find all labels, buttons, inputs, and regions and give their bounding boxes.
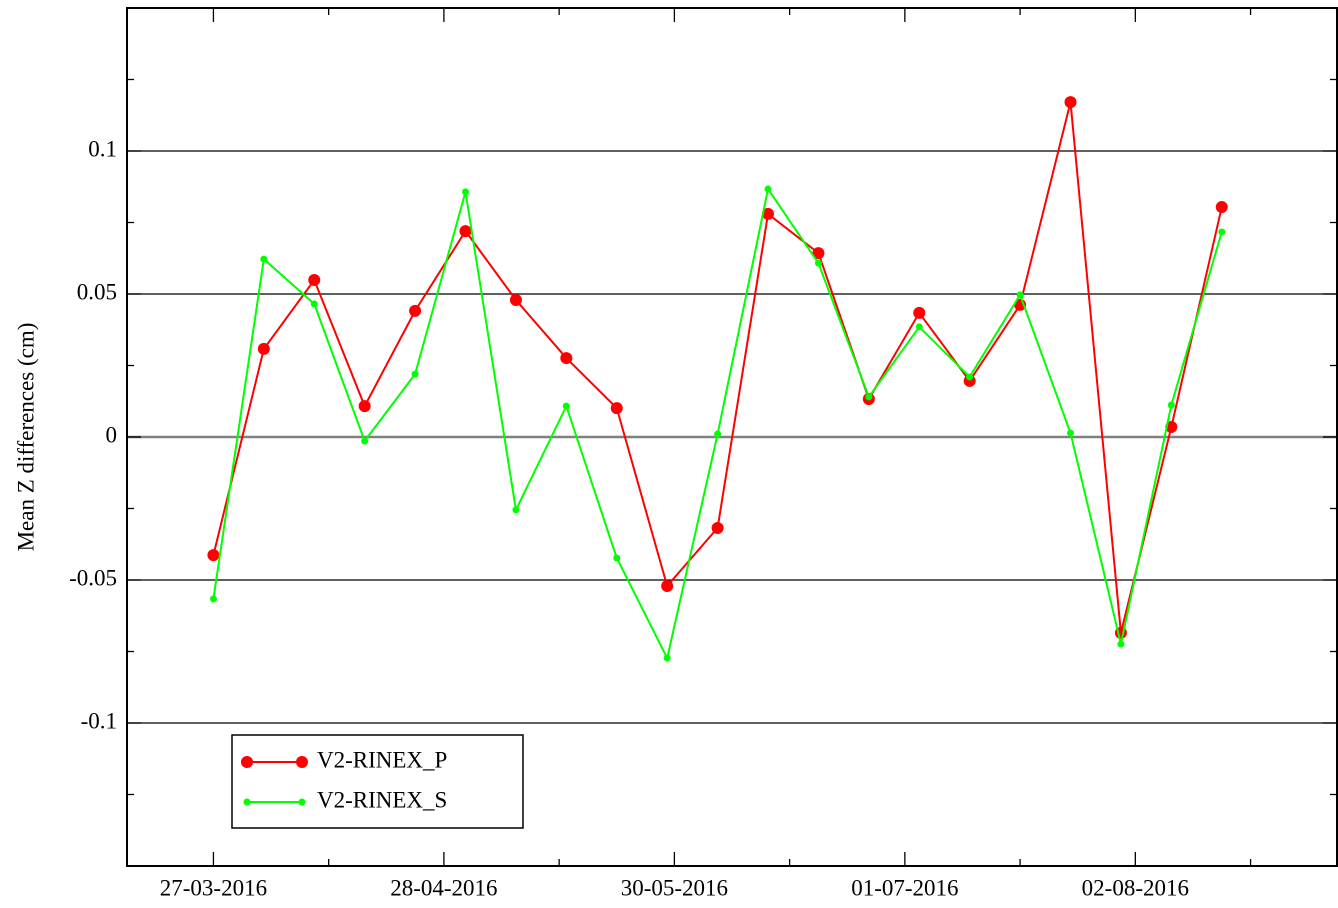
data-point: [512, 506, 520, 514]
data-point: [913, 306, 926, 319]
data-point: [1117, 640, 1125, 648]
series-line: [212, 101, 1223, 634]
y-tick-label: -0.05: [69, 565, 117, 590]
y-tick-label: 0.05: [77, 279, 117, 304]
legend-label: V2-RINEX_S: [317, 787, 447, 812]
plot-frame: [126, 7, 1338, 867]
y-tick-label: 0.1: [88, 136, 117, 161]
data-point: [711, 521, 724, 534]
x-tick-label: 02-08-2016: [1082, 875, 1189, 900]
x-tick-label: 01-07-2016: [851, 875, 958, 900]
data-point: [308, 273, 321, 286]
data-point: [310, 300, 318, 308]
data-point: [610, 402, 623, 415]
data-point: [260, 255, 268, 263]
series-line: [212, 186, 1223, 662]
legend-marker: [241, 756, 253, 768]
data-point: [209, 595, 217, 603]
legend-marker: [243, 798, 251, 806]
data-point: [411, 370, 419, 378]
y-axis-label: Mean Z differences (cm): [13, 323, 38, 552]
data-point: [562, 402, 570, 410]
data-point: [257, 342, 270, 355]
data-point: [509, 294, 522, 307]
y-tick-label: -0.1: [81, 708, 117, 733]
x-tick-label: 28-04-2016: [390, 875, 497, 900]
data-point: [1064, 96, 1077, 109]
legend-box: [231, 734, 524, 829]
data-point: [814, 259, 822, 267]
legend-label: V2-RINEX_P: [317, 747, 447, 772]
data-point: [1016, 291, 1024, 299]
data-point: [865, 393, 873, 401]
data-point: [966, 373, 974, 381]
y-tick-label: 0: [106, 422, 118, 447]
data-point: [812, 247, 825, 260]
x-tick-label: 27-03-2016: [160, 875, 267, 900]
data-point: [459, 225, 472, 238]
data-point: [764, 185, 772, 193]
data-point: [462, 188, 470, 196]
data-point: [661, 580, 674, 593]
data-point: [613, 554, 621, 562]
legend-marker: [298, 798, 306, 806]
data-point: [207, 549, 220, 562]
data-point: [714, 430, 722, 438]
data-point: [915, 323, 923, 331]
data-point: [663, 654, 671, 662]
data-point: [409, 304, 422, 317]
data-point: [560, 352, 573, 365]
legend-marker: [296, 756, 308, 768]
data-point: [762, 207, 775, 220]
x-tick-label: 30-05-2016: [621, 875, 728, 900]
data-point: [358, 400, 371, 413]
data-point: [1218, 228, 1226, 236]
data-point: [1067, 429, 1075, 437]
data-point: [1167, 401, 1175, 409]
data-point: [1215, 201, 1228, 214]
data-point: [361, 437, 369, 445]
